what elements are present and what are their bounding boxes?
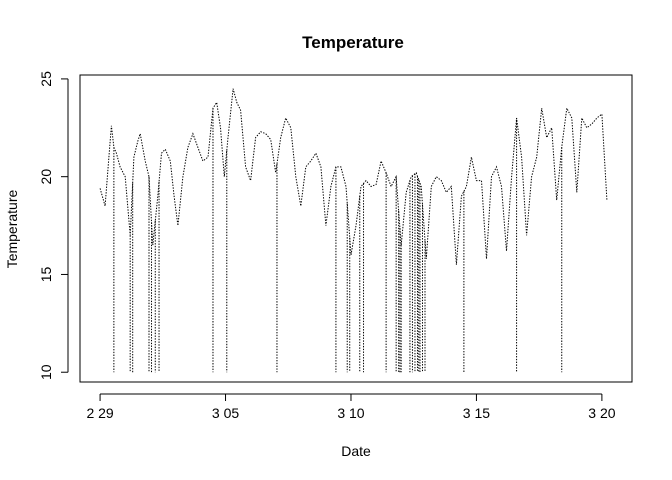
x-axis: 2 29 3 05 3 10 3 15 3 20 xyxy=(86,393,616,421)
plot-frame xyxy=(79,74,633,383)
y-tick-label: 20 xyxy=(38,169,54,185)
x-tick-label: 3 20 xyxy=(588,405,615,421)
y-axis: 10 15 20 25 xyxy=(38,71,69,380)
x-tick-label: 3 10 xyxy=(337,405,364,421)
y-tick-label: 10 xyxy=(38,364,54,380)
series-layer xyxy=(99,88,608,373)
x-tick-label: 3 15 xyxy=(463,405,490,421)
temperature-series-line xyxy=(99,88,608,265)
chart-title: Temperature xyxy=(302,33,404,52)
x-tick-label: 2 29 xyxy=(86,405,113,421)
x-tick-label: 3 05 xyxy=(212,405,239,421)
y-tick-label: 15 xyxy=(38,266,54,282)
y-tick-label: 25 xyxy=(38,71,54,87)
x-axis-label: Date xyxy=(341,443,371,459)
y-axis-label: Temperature xyxy=(4,189,20,268)
